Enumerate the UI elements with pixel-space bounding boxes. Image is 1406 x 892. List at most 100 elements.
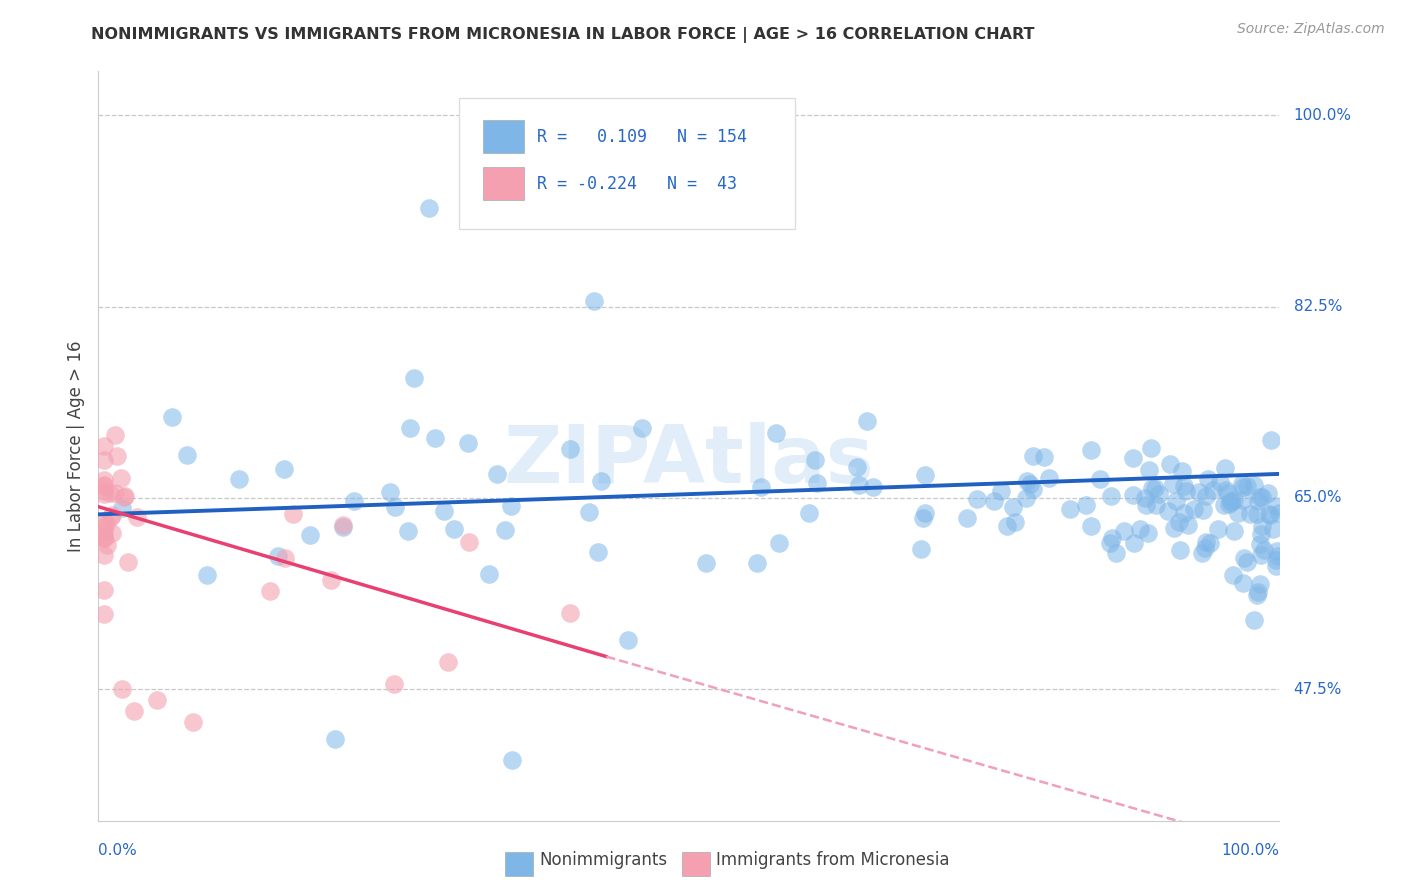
Point xyxy=(1171,464,1194,478)
Point xyxy=(380,485,402,500)
Point xyxy=(1076,499,1098,513)
Point xyxy=(1253,543,1275,558)
Text: Nonimmigrants: Nonimmigrants xyxy=(538,851,666,869)
Point xyxy=(1182,502,1205,516)
Point xyxy=(93,453,115,467)
Point xyxy=(1173,479,1195,493)
Point xyxy=(195,567,218,582)
Point xyxy=(382,677,405,691)
Point xyxy=(1188,485,1211,500)
Point xyxy=(93,487,115,501)
Point xyxy=(1144,499,1167,513)
Point xyxy=(1212,498,1234,512)
Point xyxy=(1018,476,1040,491)
Point xyxy=(1265,499,1288,513)
Point xyxy=(1250,527,1272,541)
Point xyxy=(93,549,115,563)
Point xyxy=(93,440,115,454)
Point xyxy=(104,427,127,442)
Point xyxy=(1226,507,1249,521)
Point xyxy=(1246,588,1268,602)
Point xyxy=(228,472,250,486)
Point xyxy=(1223,492,1246,507)
Point xyxy=(990,484,1012,499)
Point xyxy=(1267,549,1289,564)
Point xyxy=(98,486,121,500)
Point xyxy=(1233,551,1256,566)
Text: R =   0.109   N = 154: R = 0.109 N = 154 xyxy=(537,128,747,145)
Point xyxy=(437,655,460,669)
Point xyxy=(1099,489,1122,503)
Point xyxy=(494,523,516,537)
Point xyxy=(93,474,115,488)
Point xyxy=(1004,515,1026,529)
Point xyxy=(745,557,768,571)
Point xyxy=(1105,546,1128,560)
Point xyxy=(101,525,124,540)
FancyBboxPatch shape xyxy=(484,120,523,153)
Point xyxy=(578,505,600,519)
Point xyxy=(1260,508,1282,522)
Point xyxy=(1140,442,1163,456)
Point xyxy=(1163,521,1185,535)
Point xyxy=(1149,487,1171,501)
Point xyxy=(176,448,198,462)
Point xyxy=(1161,476,1184,491)
Point xyxy=(457,436,479,450)
Point xyxy=(443,523,465,537)
Point xyxy=(586,545,609,559)
Point xyxy=(1194,541,1216,556)
Point xyxy=(1101,531,1123,545)
Point xyxy=(1166,494,1188,508)
Point xyxy=(1246,585,1268,599)
Point xyxy=(1246,508,1268,522)
Point xyxy=(1239,508,1261,522)
Point xyxy=(93,582,115,597)
Point xyxy=(1159,457,1181,471)
Point xyxy=(100,510,122,524)
Point xyxy=(806,476,828,491)
Point xyxy=(558,606,581,620)
Point xyxy=(1168,515,1191,529)
Point xyxy=(1220,495,1243,509)
Point xyxy=(1059,502,1081,516)
Point xyxy=(332,518,354,533)
Point xyxy=(914,467,936,482)
Point xyxy=(1218,486,1240,500)
Text: 65.0%: 65.0% xyxy=(1294,491,1343,506)
Point xyxy=(1022,482,1045,496)
Point xyxy=(1199,535,1222,549)
Point xyxy=(1267,506,1289,520)
Point xyxy=(1218,497,1240,511)
Point xyxy=(1232,576,1254,591)
Point xyxy=(93,531,115,545)
FancyBboxPatch shape xyxy=(682,852,710,876)
Point xyxy=(914,506,936,520)
Point xyxy=(93,607,115,622)
Point xyxy=(1247,494,1270,508)
Point xyxy=(501,500,523,514)
Point xyxy=(1140,481,1163,495)
Point xyxy=(1265,559,1288,574)
Point xyxy=(1157,504,1180,518)
Point xyxy=(583,294,606,309)
Point xyxy=(631,421,654,435)
FancyBboxPatch shape xyxy=(484,168,523,200)
Point xyxy=(1098,535,1121,549)
Point xyxy=(1257,486,1279,500)
Point xyxy=(478,566,501,581)
Point xyxy=(1135,491,1157,505)
Point xyxy=(1213,461,1236,475)
Point xyxy=(1122,450,1144,465)
Point xyxy=(1232,492,1254,507)
Point xyxy=(1191,546,1213,560)
Point xyxy=(1258,507,1281,521)
Point xyxy=(1144,481,1167,495)
Point xyxy=(160,410,183,425)
Point xyxy=(1135,498,1157,512)
Point xyxy=(862,480,884,494)
Point xyxy=(146,693,169,707)
Point xyxy=(458,534,481,549)
Point xyxy=(501,754,523,768)
Point xyxy=(1249,490,1271,504)
